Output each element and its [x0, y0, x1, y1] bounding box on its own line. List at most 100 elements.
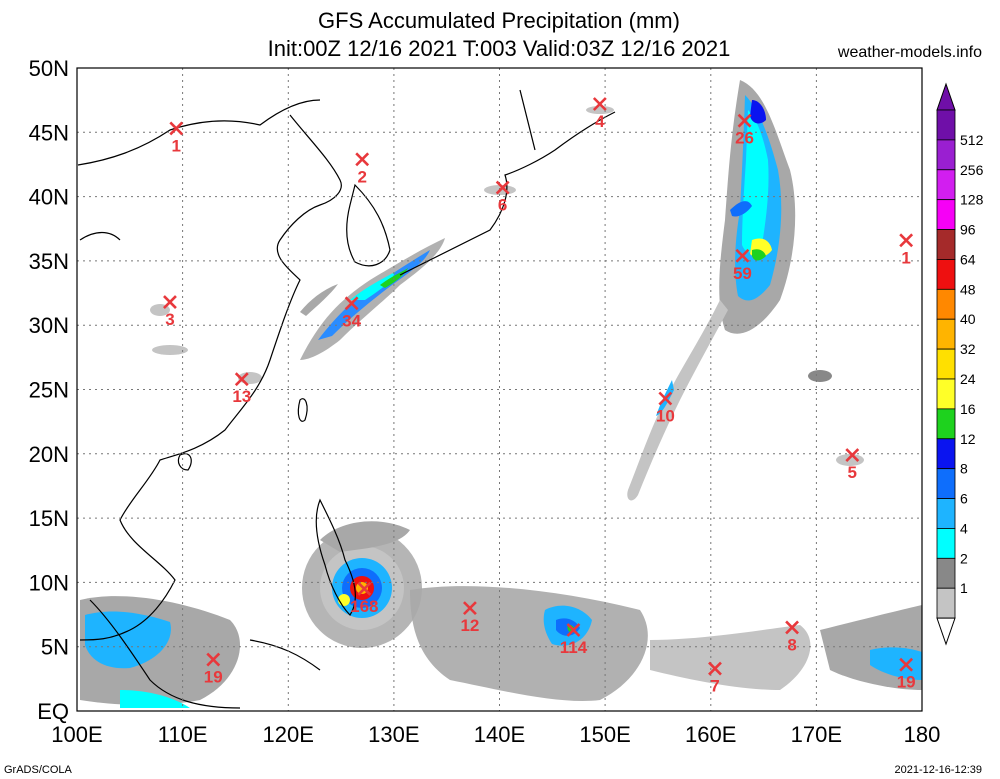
colorbar-swatch: [936, 438, 956, 470]
station-marker[interactable]: 6: [495, 180, 510, 215]
colorbar-swatch: [936, 468, 956, 499]
marker-value-label: 5: [848, 463, 857, 482]
colorbar-swatch: [936, 288, 956, 320]
marker-value-label: 34: [342, 311, 361, 330]
x-marker-icon: [169, 121, 184, 136]
marker-value-label: 4: [595, 112, 605, 131]
colorbar-label: 4: [960, 520, 968, 536]
lon-tick-label: 120E: [263, 722, 314, 747]
x-marker-icon: [899, 657, 914, 672]
station-marker[interactable]: 59: [733, 248, 752, 283]
colorbar-label: 2: [960, 550, 968, 566]
colorbar-swatch: [936, 587, 956, 619]
graticule: [77, 68, 922, 711]
x-marker-icon: [658, 391, 673, 406]
lat-tick-label: 15N: [29, 506, 69, 531]
x-marker-icon: [592, 97, 607, 111]
lat-tick-label: EQ: [37, 699, 69, 724]
marker-value-label: 6: [498, 196, 507, 215]
station-marker[interactable]: 12: [460, 601, 479, 635]
footer-software: GrADS/COLA: [4, 764, 72, 776]
lat-tick-label: 10N: [29, 570, 69, 595]
lon-tick-label: 140E: [474, 722, 525, 747]
colorbar-label: 12: [960, 431, 976, 447]
lat-tick-label: 40N: [29, 185, 69, 210]
station-marker[interactable]: 1: [169, 121, 184, 155]
marker-value-label: 12: [460, 616, 479, 635]
marker-value-label: 3: [165, 310, 174, 329]
map-frame: [76, 67, 923, 712]
marker-value-label: 114: [560, 638, 588, 657]
lon-tick-label: 180: [904, 722, 941, 747]
colorbar-label: 1: [960, 580, 968, 596]
station-marker[interactable]: 8: [785, 620, 800, 654]
x-marker-icon: [463, 601, 477, 616]
colorbar-top-arrow: [936, 82, 956, 111]
station-marker[interactable]: 19: [897, 657, 916, 692]
colorbar-swatch: [936, 318, 956, 350]
colorbar-swatch: [936, 139, 956, 171]
marker-value-label: 19: [897, 673, 916, 692]
x-marker-icon: [708, 661, 722, 676]
colorbar-label: 64: [960, 251, 976, 267]
x-marker-icon: [344, 296, 359, 311]
lat-tick-label: 20N: [29, 442, 69, 467]
station-marker[interactable]: 10: [656, 391, 675, 426]
marker-value-label: 26: [735, 129, 754, 148]
colorbar-swatch: [936, 378, 956, 410]
site-credit[interactable]: weather-models.info: [837, 44, 982, 61]
colorbar-label: 24: [960, 371, 976, 387]
station-marker[interactable]: 4: [592, 97, 607, 131]
station-marker[interactable]: 19: [204, 652, 223, 687]
lat-tick-label: 25N: [29, 378, 69, 403]
lon-tick-label: 150E: [579, 722, 630, 747]
colorbar-label: 256: [960, 162, 984, 178]
chart-subtitle: Init:00Z 12/16 2021 T:003 Valid:03Z 12/1…: [267, 36, 731, 61]
colorbar-label: 128: [960, 192, 984, 208]
station-marker[interactable]: 114: [560, 623, 588, 657]
colorbar-swatch: [936, 229, 956, 260]
colorbar-label: 32: [960, 341, 976, 357]
station-marker[interactable]: 26: [735, 113, 754, 148]
station-marker[interactable]: 168: [350, 581, 378, 616]
marker-value-label: 19: [204, 668, 223, 687]
lat-tick-label: 5N: [41, 635, 69, 660]
x-marker-icon: [899, 233, 914, 248]
marker-value-label: 59: [733, 264, 752, 283]
marker-value-label: 1: [901, 248, 910, 267]
latitude-axis: 50N 45N 40N 35N 30N 25N 20N 15N 10N 5N EQ: [29, 56, 69, 724]
x-marker-icon: [206, 652, 221, 667]
marker-value-label: 1: [172, 136, 181, 155]
colorbar-swatch: [936, 199, 956, 230]
marker-value-label: 10: [656, 407, 675, 426]
lat-tick-label: 45N: [29, 120, 69, 145]
colorbar-swatch: [936, 169, 956, 201]
x-marker-icon: [735, 248, 750, 263]
colorbar-swatch: [936, 259, 956, 290]
lon-tick-label: 130E: [368, 722, 419, 747]
longitude-axis: 100E 110E 120E 130E 140E 150E 160E 170E 180: [51, 722, 940, 747]
marker-value-label: 13: [232, 387, 251, 406]
station-marker[interactable]: 5: [845, 448, 860, 482]
footer-timestamp: 2021-12-16-12:39: [894, 764, 982, 776]
station-marker[interactable]: 2: [355, 152, 370, 186]
lon-tick-label: 160E: [685, 722, 736, 747]
station-marker[interactable]: 34: [342, 296, 362, 330]
chart-title: GFS Accumulated Precipitation (mm): [318, 8, 680, 33]
colorbar-label: 16: [960, 401, 976, 417]
station-marker[interactable]: 13: [232, 372, 251, 406]
x-marker-icon: [357, 581, 372, 596]
station-marker[interactable]: 3: [163, 295, 177, 329]
station-marker[interactable]: 1: [899, 233, 914, 267]
colorbar-label: 6: [960, 491, 968, 507]
x-marker-icon: [355, 152, 370, 167]
lat-tick-label: 30N: [29, 313, 69, 338]
colorbar-label: 48: [960, 281, 976, 297]
x-marker-icon: [234, 372, 249, 387]
station-marker[interactable]: 7: [708, 661, 722, 696]
lat-tick-label: 35N: [29, 249, 69, 274]
colorbar-swatch: [936, 557, 956, 589]
marker-value-label: 168: [350, 597, 378, 616]
